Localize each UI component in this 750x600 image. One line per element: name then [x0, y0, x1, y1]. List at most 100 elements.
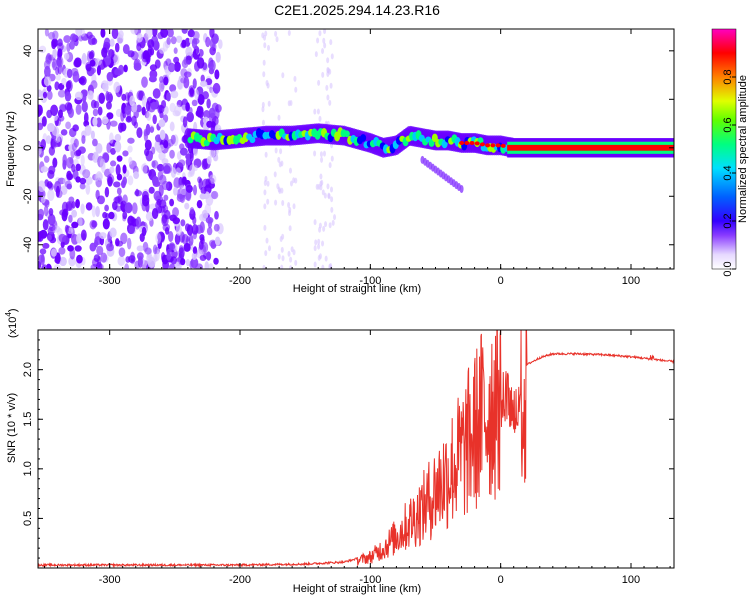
band-peak	[490, 143, 496, 148]
noise-blob	[280, 187, 284, 194]
noise-blob	[102, 41, 111, 50]
noise-blob	[88, 51, 94, 60]
noise-blob	[281, 233, 285, 240]
noise-blob	[141, 106, 146, 116]
noise-blob	[129, 95, 136, 107]
noise-blob	[322, 37, 326, 44]
noise-blob	[93, 239, 99, 248]
noise-blob	[189, 164, 196, 175]
noise-blob	[320, 156, 324, 163]
noise-blob	[209, 29, 215, 39]
noise-blob	[318, 30, 322, 37]
noise-blob	[126, 237, 132, 250]
noise-blob	[206, 98, 211, 109]
noise-blob	[321, 48, 325, 55]
noise-blob	[317, 79, 321, 86]
noise-blob	[85, 202, 93, 211]
noise-blob	[127, 175, 134, 186]
noise-blob	[85, 63, 92, 72]
noise-blob	[288, 206, 292, 213]
noise-blob	[281, 255, 285, 262]
noise-blob	[90, 130, 95, 140]
noise-blob	[294, 86, 298, 93]
noise-blob	[127, 145, 133, 153]
noise-blob	[68, 214, 73, 223]
spectrogram-x-ticks: -300 -200 -100 0 100	[44, 29, 671, 287]
noise-blob	[267, 100, 271, 107]
snr-y-ticks: 0.5 1.0 1.5 2.0	[22, 339, 674, 559]
noise-blob	[181, 233, 189, 245]
noise-blob	[204, 203, 212, 216]
noise-blob	[316, 37, 320, 44]
noise-blob	[75, 163, 81, 172]
noise-blob	[263, 203, 267, 210]
snr-multiplier-base: (x10	[7, 317, 19, 338]
noise-blob	[69, 157, 74, 165]
noise-blob	[169, 198, 175, 207]
noise-blob	[325, 84, 329, 91]
noise-blob	[95, 189, 100, 200]
noise-blob	[330, 186, 334, 193]
noise-blob	[76, 254, 83, 264]
noise-blob	[206, 156, 212, 165]
noise-blob	[162, 204, 169, 214]
noise-blob	[75, 198, 80, 209]
noise-blob	[192, 246, 198, 254]
noise-blob	[102, 218, 110, 230]
noise-blob	[196, 199, 203, 209]
noise-blob	[265, 80, 269, 87]
noise-blob	[83, 112, 89, 124]
noise-blob	[328, 162, 332, 169]
snr-series-line	[38, 330, 674, 568]
noise-blob	[64, 180, 72, 188]
noise-blob	[198, 178, 203, 190]
noise-blob	[191, 99, 198, 107]
noise-blob	[42, 242, 50, 249]
noise-blob	[203, 110, 211, 119]
noise-blob	[47, 122, 55, 132]
noise-blob	[47, 189, 55, 202]
noise-blob	[161, 214, 168, 224]
colorbar-tick-label: 0.0	[722, 261, 734, 276]
noise-blob	[213, 223, 220, 232]
noise-blob	[205, 36, 211, 48]
noise-blob	[59, 256, 67, 267]
noise-blob	[318, 253, 322, 260]
noise-blob	[180, 219, 186, 227]
noise-blob	[280, 160, 284, 167]
noise-blob	[206, 251, 212, 261]
noise-blob	[71, 201, 76, 209]
noise-blob	[118, 122, 124, 133]
noise-blob	[327, 192, 331, 199]
noise-blob	[95, 117, 102, 128]
noise-blob	[45, 54, 53, 65]
noise-blob	[43, 155, 50, 163]
noise-blob	[158, 151, 166, 161]
spectrogram-frame	[37, 28, 675, 270]
noise-blob	[293, 75, 297, 82]
noise-blob	[113, 54, 120, 65]
noise-blob	[147, 256, 156, 268]
noise-blob	[73, 59, 81, 68]
noise-blob	[163, 194, 169, 201]
noise-blob	[151, 29, 158, 37]
noise-blob	[322, 150, 326, 157]
noise-blob	[122, 164, 127, 174]
noise-blob	[199, 234, 205, 242]
tone-core	[507, 144, 674, 151]
noise-blob	[188, 85, 195, 95]
noise-blob	[209, 46, 216, 56]
noise-blob	[154, 59, 161, 69]
x-tick-label: 100	[622, 574, 640, 586]
noise-blob	[39, 45, 47, 54]
noise-blob	[106, 142, 112, 154]
noise-blob	[289, 256, 293, 263]
noise-blob	[292, 177, 296, 184]
noise-blob	[185, 157, 191, 166]
noise-blob	[331, 219, 335, 226]
noise-blob	[190, 257, 199, 269]
noise-blob	[263, 42, 267, 49]
noise-blob	[262, 59, 266, 66]
noise-blob	[169, 121, 175, 132]
noise-blob	[40, 195, 46, 204]
